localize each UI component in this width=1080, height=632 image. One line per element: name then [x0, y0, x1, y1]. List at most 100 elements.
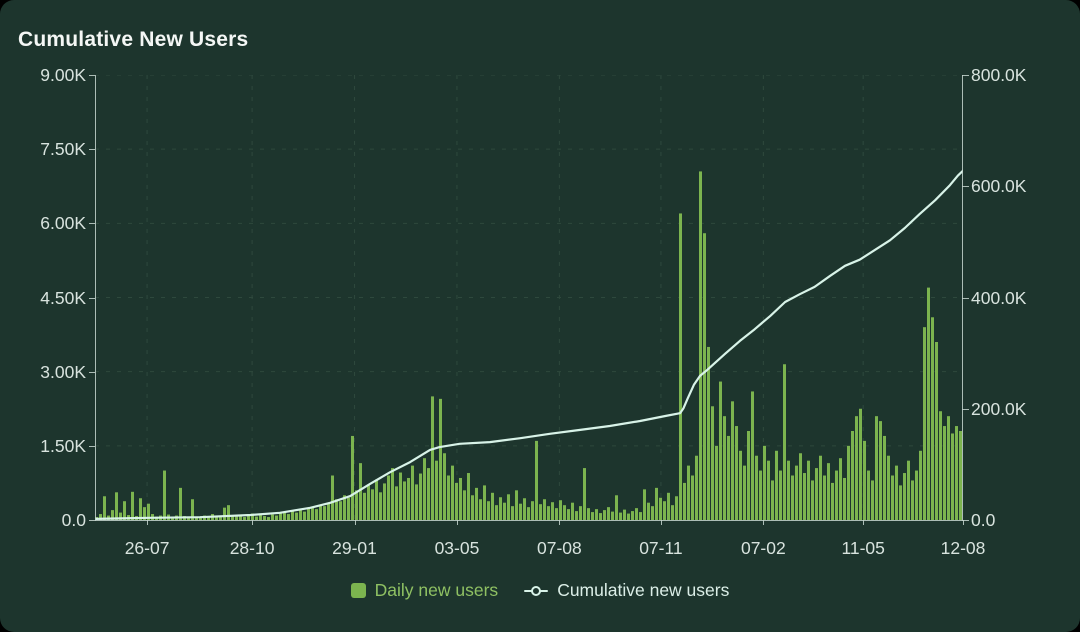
cumulative-series-line-marker-icon	[524, 585, 549, 596]
daily-bar	[163, 470, 166, 520]
daily-bar	[595, 509, 598, 520]
daily-bar	[451, 465, 454, 520]
daily-bar	[835, 470, 838, 520]
daily-bar	[659, 497, 662, 520]
daily-bar	[179, 487, 182, 520]
x-axis-tick-label: 03-05	[434, 538, 480, 558]
daily-bar	[139, 498, 142, 520]
daily-bar	[751, 391, 754, 520]
y-axis-right-tick-mark	[962, 186, 969, 188]
x-axis-tick-mark	[559, 520, 561, 525]
x-axis-tick-mark	[252, 520, 254, 525]
daily-bar	[655, 487, 658, 520]
daily-bar	[251, 513, 254, 520]
daily-bar	[299, 510, 302, 520]
daily-bar	[455, 482, 458, 520]
daily-bar	[811, 480, 814, 520]
daily-bar	[823, 475, 826, 520]
daily-bar	[931, 317, 934, 520]
x-axis-tick-label: 07-11	[639, 538, 683, 558]
daily-bar	[319, 504, 322, 520]
daily-bar	[879, 421, 882, 520]
daily-bar	[871, 480, 874, 520]
daily-bar	[803, 473, 806, 520]
daily-bar	[615, 495, 618, 520]
daily-bar	[691, 475, 694, 520]
x-axis-tick-label: 07-08	[536, 538, 582, 558]
y-axis-right-tick-mark	[962, 408, 969, 410]
daily-bar	[603, 510, 606, 520]
daily-bar	[903, 473, 906, 520]
daily-bar	[327, 502, 330, 520]
daily-bar	[575, 511, 578, 520]
y-axis-left-tick-label: 4.50K	[40, 287, 86, 308]
daily-bar	[639, 512, 642, 520]
daily-bar	[831, 482, 834, 520]
daily-bar	[123, 501, 126, 520]
daily-bar	[847, 445, 850, 520]
y-axis-right-tick-label: 400.0K	[971, 287, 1027, 308]
daily-bar	[779, 470, 782, 520]
daily-bar	[935, 342, 938, 520]
x-axis-tick-mark	[354, 520, 356, 525]
y-axis-left-tick-mark	[89, 223, 95, 225]
daily-bar	[895, 465, 898, 520]
daily-bar	[355, 490, 358, 520]
legend-item-cumulative-new-users[interactable]: Cumulative new users	[524, 580, 729, 601]
daily-bar	[383, 483, 386, 520]
daily-bar	[351, 435, 354, 520]
y-axis-right-tick-mark	[962, 297, 969, 299]
daily-bar	[187, 517, 190, 520]
daily-bar	[255, 516, 258, 520]
daily-bar	[227, 505, 230, 520]
legend-item-daily-new-users[interactable]: Daily new users	[350, 580, 499, 601]
daily-bar	[415, 484, 418, 520]
legend: Daily new users Cumulative new users	[0, 580, 1080, 601]
daily-bar	[375, 479, 378, 520]
daily-bar	[663, 501, 666, 520]
daily-bar	[807, 460, 810, 520]
daily-bar	[267, 517, 270, 520]
y-axis-left-tick-label: 9.00K	[40, 65, 86, 85]
daily-bar	[287, 514, 290, 520]
legend-label-daily: Daily new users	[374, 580, 499, 600]
daily-bar	[515, 490, 518, 520]
y-axis-left-tick-mark	[89, 520, 95, 521]
x-axis-tick-label: 11-05	[841, 538, 885, 558]
x-axis-tick-mark	[660, 520, 662, 525]
daily-bar	[559, 500, 562, 520]
daily-bar	[391, 468, 394, 520]
daily-bar	[403, 481, 406, 520]
daily-bar	[679, 213, 682, 520]
daily-bar	[755, 455, 758, 520]
daily-bar	[775, 450, 778, 520]
daily-bar	[535, 440, 538, 520]
daily-bar	[695, 455, 698, 520]
daily-bar	[463, 490, 466, 520]
daily-bar	[551, 502, 554, 520]
daily-bar	[103, 496, 106, 520]
y-axis-left-tick-label: 3.00K	[40, 361, 86, 382]
daily-bar	[111, 510, 114, 520]
daily-bar	[899, 485, 902, 520]
daily-bar	[711, 406, 714, 520]
daily-bar	[943, 426, 946, 520]
daily-bar	[839, 458, 842, 520]
daily-bar	[635, 508, 638, 520]
daily-bar	[699, 171, 702, 520]
daily-bar	[295, 512, 298, 520]
daily-bar	[339, 501, 342, 520]
daily-bar	[311, 507, 314, 520]
y-axis-left-tick-mark	[89, 75, 95, 76]
daily-bar	[599, 513, 602, 520]
daily-bar	[727, 435, 730, 520]
daily-bar	[743, 465, 746, 520]
daily-bar	[359, 463, 362, 520]
daily-bar	[791, 475, 794, 520]
daily-bar	[667, 492, 670, 520]
daily-bar	[291, 511, 294, 520]
daily-bar	[199, 517, 202, 520]
daily-bar	[547, 506, 550, 520]
daily-bar	[347, 497, 350, 520]
